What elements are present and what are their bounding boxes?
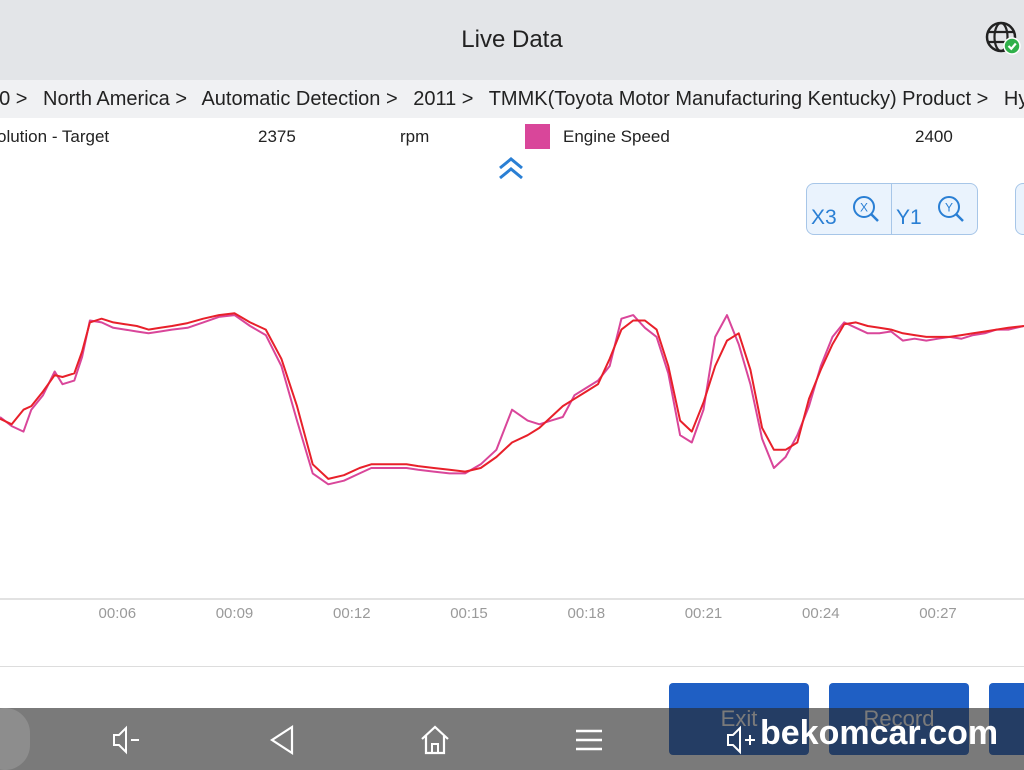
x-zoom-icon: X: [853, 196, 879, 222]
y-axis-zoom-button[interactable]: Y1 Y: [892, 184, 976, 234]
x-tick-label: 00:21: [685, 605, 723, 622]
x-tick-label: 00:06: [99, 605, 137, 622]
parameter-value: 2375: [258, 127, 296, 146]
axis-controls-divider: [891, 184, 892, 234]
parameter-info-row: olution - Target 2375 rpm Engine Speed 2…: [0, 118, 1024, 154]
breadcrumb: 80 > North America > Automatic Detection…: [0, 80, 1024, 118]
x-tick-label: 00:18: [568, 605, 606, 622]
watermark-text: bekomcar.com: [760, 714, 999, 752]
legend-value: 2400: [915, 127, 953, 146]
breadcrumb-item[interactable]: Hy: [1003, 88, 1024, 110]
svg-text:X: X: [860, 201, 868, 215]
legend-swatch: [525, 124, 550, 149]
separator-line: [0, 666, 1024, 667]
x-axis-zoom-button[interactable]: X3 X: [807, 184, 891, 234]
chart-option-button[interactable]: [1015, 183, 1024, 235]
breadcrumb-item[interactable]: Automatic Detection >: [201, 88, 398, 110]
svg-text:Y: Y: [945, 201, 953, 215]
parameter-name: olution - Target: [0, 127, 110, 146]
breadcrumb-item[interactable]: TMMK(Toyota Motor Manufacturing Kentucky…: [488, 88, 989, 110]
y-axis-zoom-label: Y1: [896, 206, 922, 229]
collapse-chevron-icon[interactable]: [496, 154, 526, 182]
live-data-chart: 00:06 00:09 00:12 00:15 00:18 00:21 00:24 00:27: [0, 312, 1024, 622]
breadcrumb-item[interactable]: North America >: [43, 88, 187, 110]
y-zoom-icon: Y: [938, 196, 964, 222]
home-icon[interactable]: [417, 722, 453, 758]
series-line-0: [0, 312, 1024, 480]
title-bar: Live Data: [0, 0, 1024, 80]
x-axis-zoom-label: X3: [811, 206, 837, 229]
x-tick-label: 00:09: [216, 605, 254, 622]
x-tick-label: 00:12: [333, 605, 371, 622]
back-icon[interactable]: [264, 722, 300, 758]
x-tick-label: 00:15: [450, 605, 488, 622]
breadcrumb-item[interactable]: 80 >: [0, 88, 28, 110]
menu-icon[interactable]: [571, 722, 607, 758]
axis-zoom-controls: X3 X Y1 Y: [806, 183, 978, 235]
globe-status-icon[interactable]: [984, 20, 1022, 58]
floating-button[interactable]: [0, 708, 30, 770]
system-navigation-bar: [0, 708, 1024, 770]
volume-down-icon[interactable]: [108, 722, 144, 758]
parameter-unit: rpm: [400, 127, 430, 146]
series-line-1: [0, 314, 1024, 486]
x-tick-label: 00:24: [802, 605, 840, 622]
breadcrumb-item[interactable]: 2011 >: [413, 88, 474, 110]
volume-up-icon[interactable]: [724, 722, 760, 758]
x-tick-label: 00:27: [919, 605, 957, 622]
legend-label: Engine Speed: [563, 127, 670, 146]
page-title: Live Data: [461, 26, 563, 53]
